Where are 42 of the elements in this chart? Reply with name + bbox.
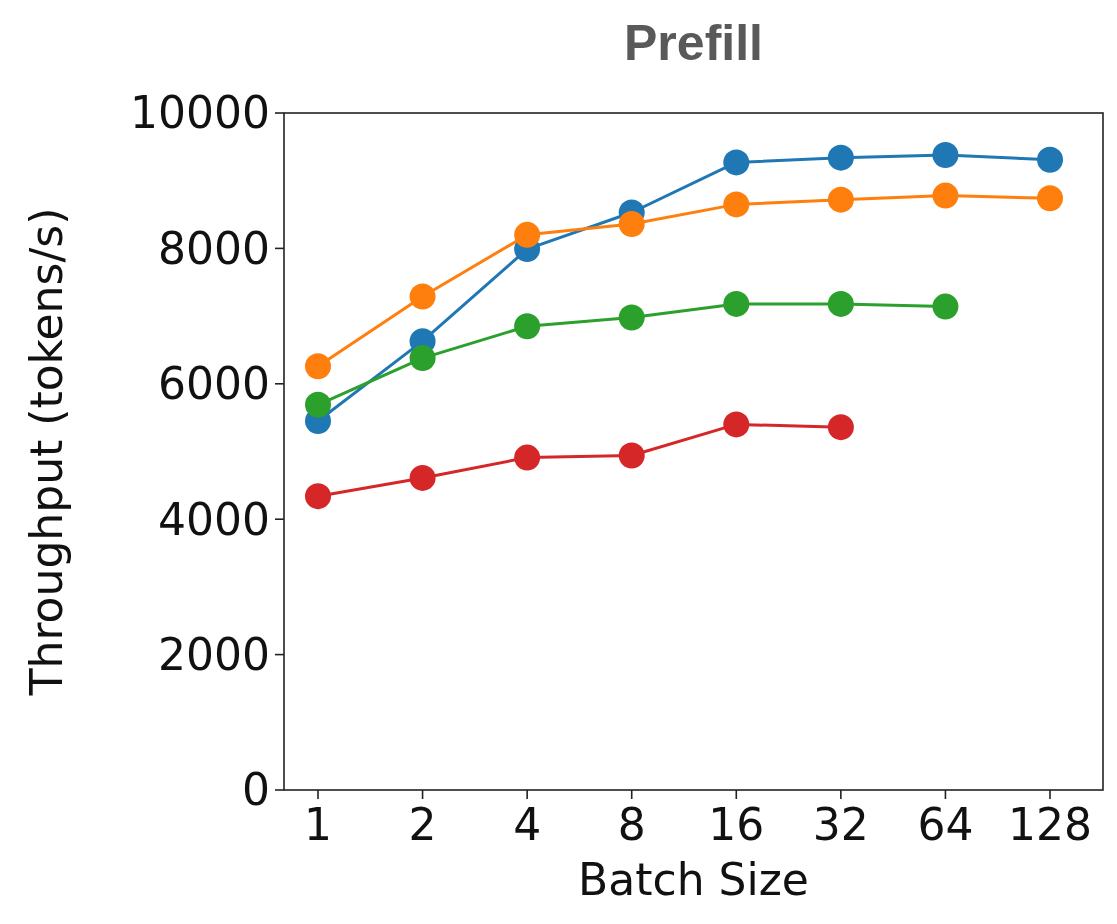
- point: [1037, 185, 1063, 212]
- x-tick-label: 2: [408, 799, 437, 850]
- point: [827, 414, 854, 441]
- x-tick-label: 64: [917, 799, 974, 850]
- y-tick-label: 2000: [158, 629, 270, 680]
- y-tick-label: 8000: [158, 222, 270, 274]
- y-axis-title: Throughput (tokens/s): [21, 207, 72, 697]
- point: [723, 149, 750, 176]
- point: [618, 304, 645, 331]
- x-tick-label: 128: [1008, 799, 1092, 850]
- point: [932, 141, 959, 168]
- y-tick-label: 6000: [158, 358, 270, 410]
- point: [932, 182, 959, 209]
- point: [514, 313, 541, 340]
- point: [409, 464, 436, 491]
- point: [514, 444, 541, 471]
- point: [305, 353, 331, 380]
- y-tick-label: 0: [242, 764, 270, 816]
- x-tick-label: 1: [304, 799, 332, 850]
- chart-title: Prefill: [624, 15, 763, 71]
- point: [827, 290, 854, 317]
- x-tick-label: 8: [617, 799, 646, 850]
- point: [409, 345, 436, 372]
- point: [827, 186, 854, 213]
- point: [723, 411, 750, 438]
- point: [618, 442, 645, 469]
- x-tick-label: 32: [812, 799, 869, 850]
- point: [618, 211, 645, 238]
- point: [514, 221, 541, 248]
- point: [305, 391, 331, 418]
- x-tick-label: 16: [708, 799, 765, 850]
- x-tick-label: 4: [513, 799, 542, 850]
- point: [723, 191, 750, 218]
- point: [409, 283, 436, 310]
- point: [1037, 146, 1063, 173]
- x-axis-title: Batch Size: [578, 854, 809, 905]
- y-tick-label: 10000: [130, 87, 270, 139]
- point: [723, 290, 750, 317]
- point: [305, 483, 331, 510]
- point: [932, 293, 959, 320]
- point: [827, 144, 854, 171]
- y-tick-label: 4000: [158, 493, 270, 545]
